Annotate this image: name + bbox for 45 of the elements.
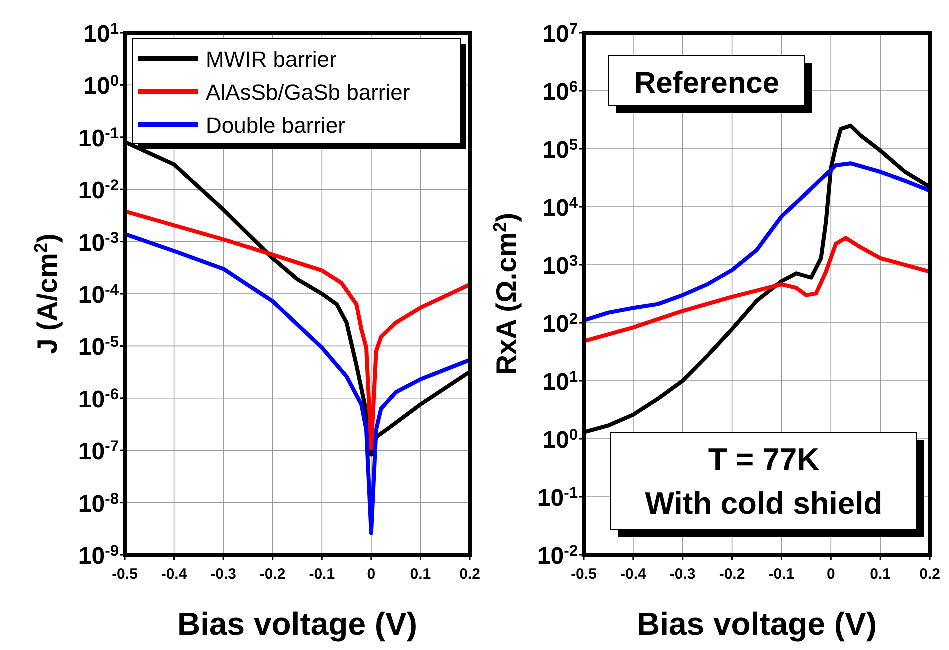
legend-label: Double barrier bbox=[206, 113, 346, 138]
x-tick-label: -0.1 bbox=[768, 566, 795, 583]
x-tick-label: -0.1 bbox=[309, 566, 336, 583]
y-tick-label: 10$^{0}$ bbox=[84, 72, 120, 100]
x-tick-label: 0.2 bbox=[920, 566, 940, 583]
y-tick-label: 10$^{-5}$ bbox=[78, 334, 120, 362]
y-tick-label: 10$^{3}$ bbox=[542, 252, 578, 280]
y-tick-label: 10$^{7}$ bbox=[542, 20, 578, 48]
x-tick-label: -0.3 bbox=[670, 566, 696, 583]
y-tick-label: 10$^{1}$ bbox=[542, 368, 578, 396]
x-tick-label: -0.2 bbox=[260, 566, 286, 583]
legend-label: MWIR barrier bbox=[206, 47, 337, 72]
annotation: T = 77K bbox=[708, 442, 820, 477]
y-tick-label: 10$^{-1}$ bbox=[78, 124, 120, 152]
x-axis-title: Bias voltage (V) bbox=[177, 606, 418, 642]
line-series bbox=[584, 236, 930, 344]
y-tick-label: 10$^{0}$ bbox=[542, 426, 578, 454]
y-tick-label: 10$^{-2}$ bbox=[78, 177, 120, 205]
y-tick-label: 10$^{1}$ bbox=[84, 20, 120, 48]
y-tick-label: 10$^{-6}$ bbox=[78, 386, 120, 414]
y-tick-label: 10$^{-7}$ bbox=[78, 438, 119, 466]
annotation: Reference bbox=[634, 67, 780, 100]
y-tick-label: 10$^{-1}$ bbox=[537, 484, 578, 512]
y-tick-label: 10$^{-4}$ bbox=[78, 282, 120, 309]
x-tick-label: 0 bbox=[826, 566, 836, 583]
x-tick-label: 0.2 bbox=[460, 566, 480, 583]
x-axis-title: Bias voltage (V) bbox=[636, 606, 878, 642]
y-tick-label: 10$^{6}$ bbox=[542, 78, 578, 106]
y-tick-label: 10$^{-8}$ bbox=[78, 490, 120, 518]
y-tick-label: 10$^{2}$ bbox=[542, 310, 578, 338]
x-tick-label: 0.1 bbox=[410, 566, 432, 583]
line-series bbox=[125, 210, 470, 450]
y-tick-label: 10$^{5}$ bbox=[542, 136, 578, 164]
line-series bbox=[584, 162, 930, 323]
y-tick-label: 10$^{-3}$ bbox=[78, 229, 120, 257]
x-tick-label: -0.4 bbox=[161, 566, 188, 583]
x-tick-label: 0.1 bbox=[870, 566, 891, 583]
x-tick-label: 0 bbox=[367, 566, 376, 583]
x-tick-label: -0.2 bbox=[719, 566, 746, 583]
x-tick-label: -0.3 bbox=[210, 566, 236, 583]
y-tick-label: 10$^{4}$ bbox=[542, 194, 578, 222]
legend-label: AlAsSb/GaSb barrier bbox=[206, 80, 410, 105]
line-series bbox=[125, 232, 470, 536]
annotation: With cold shield bbox=[645, 486, 883, 521]
x-tick-label: -0.4 bbox=[620, 566, 648, 583]
